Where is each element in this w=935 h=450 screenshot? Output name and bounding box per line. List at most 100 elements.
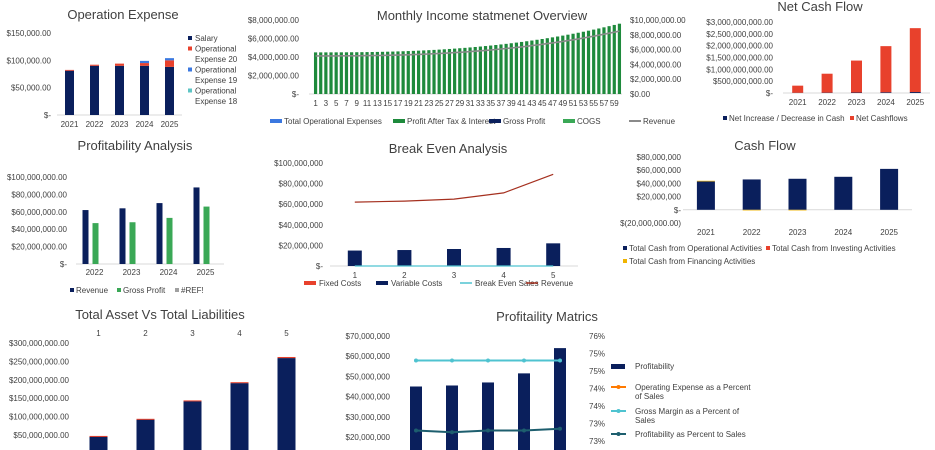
cashflow-operational-bar (834, 176, 853, 210)
income-bar (592, 29, 596, 94)
income-bar (432, 49, 436, 94)
income-y-right-tick: $10,000,000.00 (630, 16, 686, 25)
income-bar (576, 32, 580, 94)
income-x-tick: 53 (579, 99, 588, 108)
metrics-line-marker (558, 358, 562, 363)
opex-bar (165, 60, 174, 67)
breakeven-legend-label: Break Even Sales (475, 279, 539, 288)
profit-legend-label: Revenue (76, 286, 109, 295)
cashflow-operational-bar (696, 181, 715, 210)
opex-legend-swatch (188, 36, 192, 40)
income-y-left-tick: $6,000,000.00 (248, 35, 300, 44)
income-x-tick: 59 (610, 99, 619, 108)
income-bar (334, 52, 338, 94)
breakeven-legend-label: Variable Costs (391, 279, 442, 288)
income-legend-label: COGS (577, 117, 601, 126)
profit-y-tick: $- (60, 260, 67, 269)
opex-legend-label: Salary (195, 34, 218, 43)
income-x-tick: 43 (527, 99, 536, 108)
metrics-y-right-tick: 74% (589, 385, 605, 394)
income-x-tick: 31 (466, 99, 475, 108)
metrics-line-marker (414, 358, 418, 363)
profit-gross-bar (92, 223, 99, 264)
assets-y-tick: $150,000,000.00 (9, 394, 70, 403)
income-y-left-tick: $2,000,000.00 (248, 72, 300, 81)
income-bar (468, 47, 472, 94)
breakeven-y-tick: $- (316, 262, 323, 271)
income-x-tick: 3 (324, 99, 329, 108)
metrics-profitability-bar (554, 348, 566, 450)
income-x-tick: 5 (334, 99, 339, 108)
breakeven-legend-label: Fixed Costs (319, 279, 361, 288)
cashflow-y-tick: $- (674, 206, 681, 215)
metrics-line-marker (522, 428, 526, 433)
income-bar (380, 51, 385, 94)
income-bar (540, 39, 544, 94)
income-y-right-tick: $6,000,000.00 (630, 46, 682, 55)
income-bar (396, 51, 400, 94)
opex-bar (140, 63, 149, 66)
income-y-right-tick: $0.00 (630, 90, 651, 99)
metrics-profitability-bar (518, 373, 530, 450)
income-legend-label: Profit After Tax & Interest (407, 117, 496, 126)
income-y-right-tick: $2,000,000.00 (630, 75, 682, 84)
panel-profitability-matrics: Profitaility Matrics (496, 309, 598, 324)
assets-x-tick: 1 (96, 329, 101, 338)
cashflow-x-tick: 2025 (880, 228, 898, 237)
netcash-cashflow-bar (792, 85, 804, 93)
cashflow-legend-swatch (623, 246, 627, 250)
metrics-line-marker (450, 430, 454, 435)
income-bar (427, 50, 431, 94)
cashflow-x-tick: 2024 (834, 228, 852, 237)
opex-legend-label: Operational (195, 45, 237, 54)
opex-x-tick: 2023 (111, 120, 129, 129)
breakeven-legend-swatch (376, 281, 388, 285)
income-bar (355, 52, 359, 94)
breakeven-y-tick: $40,000,000 (279, 221, 324, 230)
income-bar (391, 51, 395, 94)
netcash-cashflow-bar (909, 28, 921, 93)
cashflow-legend-swatch (623, 259, 627, 263)
opex-bar (90, 65, 99, 115)
income-y-right-tick: $8,000,000.00 (630, 31, 682, 40)
metrics-y-left-tick: $40,000,000 (346, 393, 391, 402)
income-bar (483, 46, 488, 94)
netcash-y-tick: $- (766, 89, 773, 98)
netcash-y-tick: $500,000,000.00 (713, 77, 774, 86)
income-x-tick: 57 (600, 99, 609, 108)
cashflow-legend-label: Total Cash from Investing Activities (772, 244, 896, 253)
income-bar (350, 52, 354, 94)
income-bar (360, 52, 364, 94)
netcash-cashflow-bar (821, 73, 833, 93)
assets-bar (277, 358, 296, 450)
netcash-x-tick: 2023 (848, 98, 866, 107)
assets-y-tick: $250,000,000.00 (9, 357, 70, 366)
income-x-tick: 15 (383, 99, 392, 108)
profit-legend-swatch (175, 288, 179, 292)
profit-gross-bar (129, 222, 136, 264)
income-bar (581, 31, 585, 94)
opex-legend-label: Operational (195, 87, 237, 96)
income-x-tick: 11 (363, 99, 372, 108)
profit-y-tick: $20,000,000.00 (11, 243, 67, 252)
income-bar (386, 51, 390, 94)
profit-y-tick: $40,000,000.00 (11, 225, 67, 234)
metrics-legend-marker (616, 432, 621, 436)
income-x-tick: 19 (404, 99, 413, 108)
opex-bar (115, 63, 124, 66)
metrics-y-left-tick: $60,000,000 (346, 352, 391, 361)
income-bar (365, 52, 369, 94)
metrics-line-marker (486, 358, 490, 363)
income-x-tick: 39 (507, 99, 516, 108)
assets-bar (230, 383, 249, 450)
operation-expense-title: Operation Expense (67, 7, 178, 22)
breakeven-x-tick: 3 (452, 271, 457, 280)
metrics-legend-label: Profitability as Percent to Sales (635, 430, 746, 439)
opex-legend-label: Operational (195, 66, 237, 75)
breakeven-x-tick: 1 (353, 271, 358, 280)
income-bar (401, 51, 405, 94)
assets-y-tick: $300,000,000.00 (9, 339, 70, 348)
income-bar (489, 45, 493, 94)
metrics-legend-marker (616, 385, 621, 389)
